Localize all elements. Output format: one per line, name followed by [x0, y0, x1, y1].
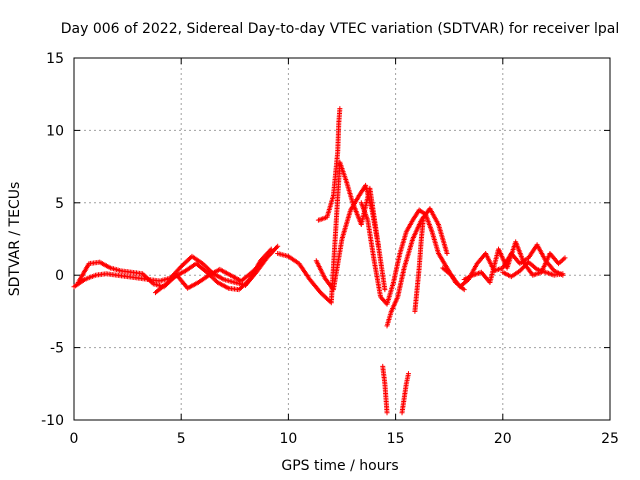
- series-trace-f: [315, 106, 343, 223]
- data-point: [184, 258, 190, 264]
- data-point: [260, 259, 266, 265]
- data-point: [183, 259, 189, 265]
- data-point: [179, 262, 185, 268]
- x-axis-label: GPS time / hours: [281, 458, 398, 474]
- series-trace-l: [440, 242, 566, 290]
- data-point: [326, 297, 332, 303]
- ticks: 0 5 10 15 20 25 -10 -5 0 5 10 15: [41, 51, 619, 447]
- series-trace-g: [358, 200, 467, 307]
- data-point: [420, 214, 426, 220]
- data-point: [321, 293, 327, 299]
- series-trace-n: [500, 259, 566, 280]
- grid: [74, 58, 610, 420]
- x-tick-label: 0: [70, 431, 79, 447]
- series-trace-h: [380, 363, 390, 416]
- data-point: [212, 277, 218, 283]
- data-point: [384, 410, 390, 416]
- y-tick-label: -10: [41, 413, 64, 429]
- data-point: [444, 250, 450, 256]
- x-tick-label: 10: [279, 431, 297, 447]
- data-point: [562, 255, 568, 261]
- data-point: [182, 260, 188, 266]
- data-point: [560, 271, 566, 277]
- data-point: [185, 257, 191, 263]
- series-trace-k: [412, 214, 426, 314]
- data-point: [267, 247, 273, 253]
- data-point: [268, 246, 274, 252]
- x-tick-label: 15: [387, 431, 405, 447]
- y-tick-label: 15: [46, 51, 64, 67]
- data-point: [320, 292, 326, 298]
- data-point: [324, 295, 330, 301]
- data-point: [177, 265, 183, 271]
- series-trace-b: [75, 246, 274, 293]
- data-point: [461, 287, 467, 293]
- data-point: [274, 244, 280, 250]
- series-layer: [71, 106, 568, 416]
- data-point: [405, 371, 411, 377]
- y-tick-label: 10: [46, 123, 64, 139]
- x-tick-label: 5: [177, 431, 186, 447]
- data-point: [181, 261, 187, 267]
- series-trace-e: [313, 182, 381, 293]
- data-point: [375, 243, 381, 249]
- y-tick-label: -5: [50, 341, 64, 357]
- y-tick-label: 5: [55, 196, 64, 212]
- data-point: [337, 106, 343, 112]
- chart-title: Day 006 of 2022, Sidereal Day-to-day VTE…: [61, 21, 619, 37]
- y-axis-label: SDTVAR / TECUs: [7, 182, 23, 297]
- data-point: [382, 287, 388, 293]
- x-tick-label: 20: [494, 431, 512, 447]
- data-point: [322, 294, 328, 300]
- plot-frame: [73, 57, 611, 421]
- series-trace-i: [399, 371, 411, 416]
- data-point: [275, 243, 281, 249]
- y-tick-label: 0: [55, 268, 64, 284]
- x-tick-label: 25: [601, 431, 619, 447]
- series-trace-c: [152, 259, 266, 296]
